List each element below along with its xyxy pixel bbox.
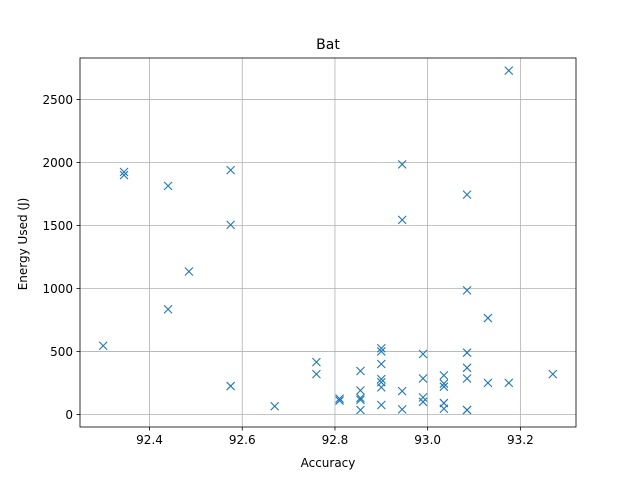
- y-tick-label: 500: [50, 345, 73, 359]
- y-tick-label: 2500: [42, 93, 73, 107]
- x-tick-label: 92.8: [322, 433, 349, 447]
- x-tick-label: 92.4: [136, 433, 163, 447]
- data-point-marker: [312, 369, 321, 379]
- data-point-marker: [418, 349, 428, 359]
- data-point-marker: [462, 374, 472, 383]
- x-tick-label: 93.0: [414, 433, 441, 447]
- data-point-marker: [483, 313, 493, 323]
- data-point-marker: [376, 382, 386, 392]
- data-point-marker: [418, 397, 428, 407]
- data-point-marker: [356, 393, 365, 403]
- grid-lines: [80, 58, 576, 427]
- y-tick-label: 2000: [42, 156, 73, 170]
- data-point-marker: [119, 167, 129, 177]
- data-point-marker: [439, 382, 449, 392]
- data-point-marker: [98, 341, 108, 351]
- data-point-marker: [376, 400, 386, 410]
- data-point-marker: [335, 396, 344, 405]
- data-point-marker: [462, 363, 472, 373]
- data-point-marker: [462, 285, 472, 295]
- data-point-marker: [356, 405, 365, 415]
- data-point-marker: [356, 386, 365, 395]
- chart-title: Bat: [316, 37, 340, 53]
- data-point-marker: [335, 394, 344, 404]
- y-axis-label: Energy Used (J): [16, 198, 30, 291]
- data-point-marker: [376, 359, 386, 369]
- data-point-marker: [376, 343, 386, 353]
- data-point-marker: [119, 170, 129, 180]
- y-tick-label: 1500: [42, 219, 73, 233]
- data-point-marker: [226, 220, 236, 230]
- data-point-marker: [356, 395, 365, 405]
- data-point-marker: [163, 181, 173, 191]
- data-point-marker: [548, 369, 558, 379]
- data-point-marker: [483, 378, 493, 388]
- data-point-marker: [439, 404, 449, 414]
- data-point-marker: [462, 405, 472, 415]
- x-axis-label: Accuracy: [301, 456, 356, 470]
- data-point-marker: [376, 374, 386, 384]
- data-point-marker: [462, 348, 472, 358]
- data-point-marker: [270, 401, 280, 411]
- data-point-marker: [504, 66, 514, 75]
- y-tick-label: 0: [65, 408, 73, 422]
- plot-area-frame: [79, 57, 577, 428]
- data-point-marker: [397, 215, 407, 225]
- y-tick-label: 1000: [42, 282, 73, 296]
- data-point-marker: [397, 404, 407, 414]
- data-point-marker: [397, 160, 407, 169]
- data-point-marker: [462, 190, 472, 200]
- x-tick-label: 92.6: [229, 433, 256, 447]
- data-point-marker: [163, 304, 173, 314]
- data-point-marker: [439, 379, 449, 388]
- data-point-marker: [504, 378, 514, 388]
- data-point-marker: [226, 165, 236, 175]
- data-point-marker: [418, 374, 428, 383]
- data-point-marker: [439, 370, 449, 380]
- data-point-marker: [226, 381, 236, 391]
- data-point-marker: [312, 357, 321, 367]
- axis-ticks: 92.4 92.6 92.8 93.0 93.2 0 500 1000 1500 2000 2500: [42, 93, 533, 447]
- data-point-marker: [418, 393, 428, 402]
- data-point-marker: [356, 366, 365, 376]
- data-point-marker: [184, 267, 194, 276]
- data-point-marker: [397, 386, 407, 396]
- x-tick-label: 93.2: [507, 433, 534, 447]
- data-point-marker: [376, 347, 386, 356]
- data-markers: [98, 66, 558, 415]
